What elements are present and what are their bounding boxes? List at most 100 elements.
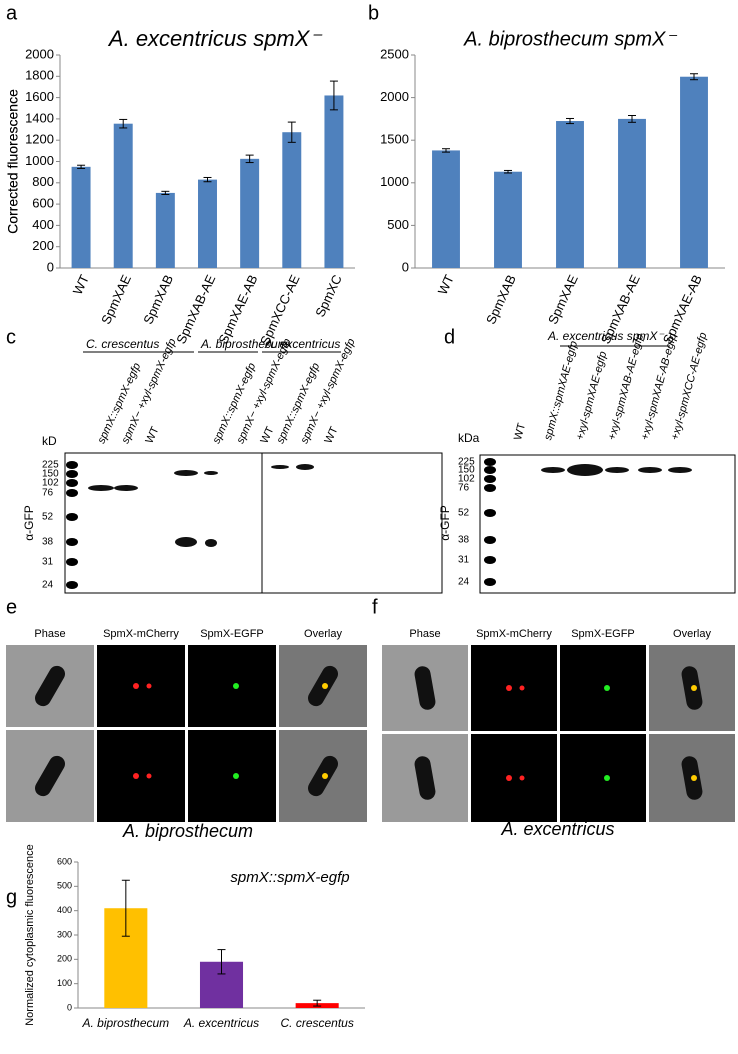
- band: [605, 467, 629, 473]
- bar: [680, 76, 708, 268]
- spot: [604, 685, 610, 691]
- panel-letter: c: [6, 326, 16, 348]
- ladder-band: [66, 558, 78, 566]
- x-tick-label: A. biprosthecum: [81, 1016, 169, 1030]
- error-bar: [161, 190, 170, 196]
- bar: [71, 166, 91, 268]
- error-bar: [628, 114, 636, 123]
- ladder-band: [484, 556, 496, 564]
- lane-label: WT: [322, 425, 340, 446]
- panel-letter: a: [6, 2, 18, 24]
- y-tick-label: 200: [32, 238, 54, 253]
- x-tick-label: SpmXAB: [483, 272, 519, 326]
- y-tick-label: 1000: [380, 174, 409, 189]
- y-axis-label: Corrected fluorescence: [5, 89, 21, 234]
- bar: [324, 95, 344, 268]
- ladder-label: 31: [458, 555, 470, 566]
- blot: [479, 454, 736, 594]
- chart-title: spmX::spmX-egfp: [230, 869, 349, 886]
- column-header: SpmX-mCherry: [103, 628, 179, 640]
- y-tick-label: 1500: [380, 132, 409, 147]
- band: [88, 485, 114, 491]
- antibody-label: α-GFP: [22, 505, 36, 541]
- bar: [240, 158, 260, 268]
- y-tick-label: 600: [57, 856, 72, 866]
- x-tick-label: SpmXAE: [98, 272, 134, 326]
- spot: [604, 775, 610, 781]
- error-bar: [245, 154, 254, 164]
- group-label: A. excentricus: [264, 337, 340, 351]
- band: [174, 470, 198, 476]
- group-label: A. biprosthecum: [200, 337, 288, 351]
- x-tick-label: WT: [435, 272, 457, 297]
- bar: [618, 118, 646, 269]
- ladder-label: 52: [42, 512, 54, 523]
- chart-title: A. biprosthecum spmX⁻: [463, 28, 677, 50]
- band: [175, 537, 197, 547]
- species-label: A. excentricus: [500, 819, 614, 839]
- spot: [146, 683, 152, 689]
- species-label: A. biprosthecum: [122, 821, 253, 841]
- y-tick-label: 500: [387, 217, 409, 232]
- lane-label: WT: [512, 422, 528, 442]
- ladder-label: 150: [458, 465, 475, 476]
- y-tick-label: 1800: [25, 68, 54, 83]
- micrograph: [560, 734, 646, 822]
- error-bar: [566, 117, 574, 125]
- column-header: Overlay: [304, 628, 342, 640]
- ladder-label: 225: [458, 457, 475, 468]
- chart-title: A. excentricus spmX⁻: [107, 26, 324, 51]
- blot: [64, 452, 443, 594]
- ladder-label: 24: [42, 580, 54, 591]
- band: [296, 464, 314, 470]
- ladder-label: 76: [42, 488, 54, 499]
- spot: [133, 773, 139, 779]
- ladder-label: 150: [42, 469, 59, 480]
- x-tick-label: C. crescentus: [280, 1016, 353, 1030]
- unit-label: kD: [42, 434, 57, 448]
- bar: [494, 171, 522, 268]
- ladder-band: [484, 466, 496, 474]
- bar: [113, 123, 133, 268]
- spot: [233, 773, 239, 779]
- x-tick-label: SpmXC: [312, 272, 345, 319]
- cell: [414, 666, 436, 710]
- y-tick-label: 1600: [25, 89, 54, 104]
- ladder-band: [484, 458, 496, 466]
- y-tick-label: 0: [67, 1002, 72, 1012]
- ladder-band: [66, 489, 78, 497]
- ladder-band: [484, 484, 496, 492]
- ladder-label: 102: [458, 474, 475, 485]
- error-bar: [442, 148, 450, 153]
- y-tick-label: 2500: [380, 46, 409, 61]
- band: [638, 467, 662, 473]
- error-bar: [217, 949, 226, 975]
- error-bar: [504, 169, 512, 174]
- y-tick-label: 200: [57, 954, 72, 964]
- error-bar: [329, 80, 338, 111]
- bar: [198, 179, 217, 268]
- micrograph: [188, 730, 276, 822]
- spot: [519, 775, 525, 781]
- ladder-band: [66, 479, 78, 487]
- y-tick-label: 300: [57, 929, 72, 939]
- ladder-band: [66, 513, 78, 521]
- error-bar: [203, 176, 212, 183]
- spot: [506, 775, 512, 781]
- column-header: SpmX-EGFP: [571, 628, 635, 640]
- micrograph: [471, 645, 557, 731]
- error-bar: [313, 999, 322, 1007]
- ladder-band: [484, 578, 496, 586]
- ladder-label: 52: [458, 508, 470, 519]
- band: [271, 465, 289, 469]
- lane-label: WT: [143, 425, 161, 446]
- ladder-label: 31: [42, 557, 54, 568]
- spot: [691, 775, 697, 781]
- ladder-label: 225: [42, 460, 59, 471]
- x-tick-label: SpmXAB-AE: [173, 272, 218, 346]
- ladder-label: 24: [458, 577, 470, 588]
- lane-label: spmX::spmXAE-egfp: [542, 340, 580, 442]
- lane-label: WT: [258, 425, 276, 446]
- spot: [146, 773, 152, 779]
